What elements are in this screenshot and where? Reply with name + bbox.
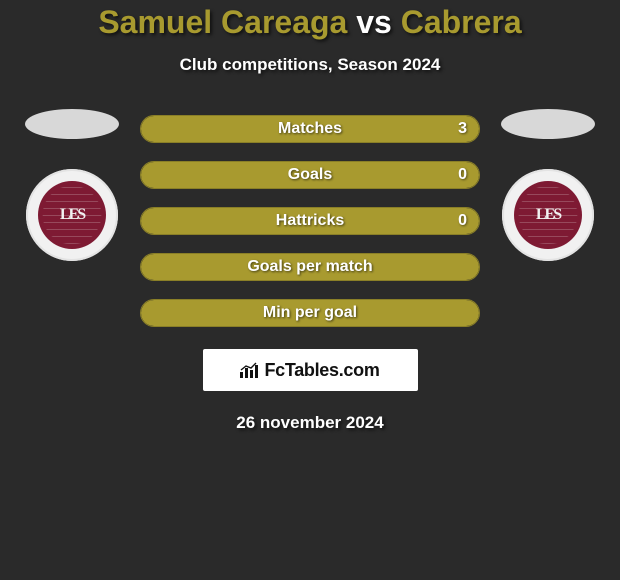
left-player-col: LES <box>22 115 122 327</box>
stat-row: Min per goal <box>140 299 480 327</box>
subtitle: Club competitions, Season 2024 <box>0 55 620 75</box>
stat-row: Matches 3 <box>140 115 480 143</box>
stat-label: Goals per match <box>247 258 372 276</box>
player1-name: Samuel Careaga <box>98 4 347 40</box>
badge-text-right: LES <box>536 206 560 224</box>
brand-text: FcTables.com <box>264 360 379 381</box>
comparison-table: LES Matches 3 Goals 0 Hattricks 0 Goals per ma… <box>0 115 620 327</box>
stat-value-right: 0 <box>458 166 467 184</box>
stat-value-right: 0 <box>458 212 467 230</box>
stat-label: Matches <box>278 120 342 138</box>
brand-logo[interactable]: FcTables.com <box>203 349 418 391</box>
player2-name: Cabrera <box>401 4 522 40</box>
stat-label: Hattricks <box>276 212 344 230</box>
stat-label: Min per goal <box>263 304 357 322</box>
chart-icon <box>240 362 260 378</box>
stat-label: Goals <box>288 166 332 184</box>
comparison-widget: Samuel Careaga vs Cabrera Club competiti… <box>0 0 620 433</box>
player-photo-placeholder <box>25 109 119 139</box>
player-photo-placeholder <box>501 109 595 139</box>
club-badge-left: LES <box>26 169 118 261</box>
stat-row: Goals per match <box>140 253 480 281</box>
badge-text-left: LES <box>60 206 84 224</box>
stat-row: Goals 0 <box>140 161 480 189</box>
page-title: Samuel Careaga vs Cabrera <box>0 4 620 41</box>
vs-text: vs <box>356 4 392 40</box>
stats-column: Matches 3 Goals 0 Hattricks 0 Goals per match M… <box>140 115 480 327</box>
club-badge-right: LES <box>502 169 594 261</box>
stat-value-right: 3 <box>458 120 467 138</box>
right-player-col: LES <box>498 115 598 327</box>
stat-row: Hattricks 0 <box>140 207 480 235</box>
footer-date: 26 november 2024 <box>0 413 620 433</box>
